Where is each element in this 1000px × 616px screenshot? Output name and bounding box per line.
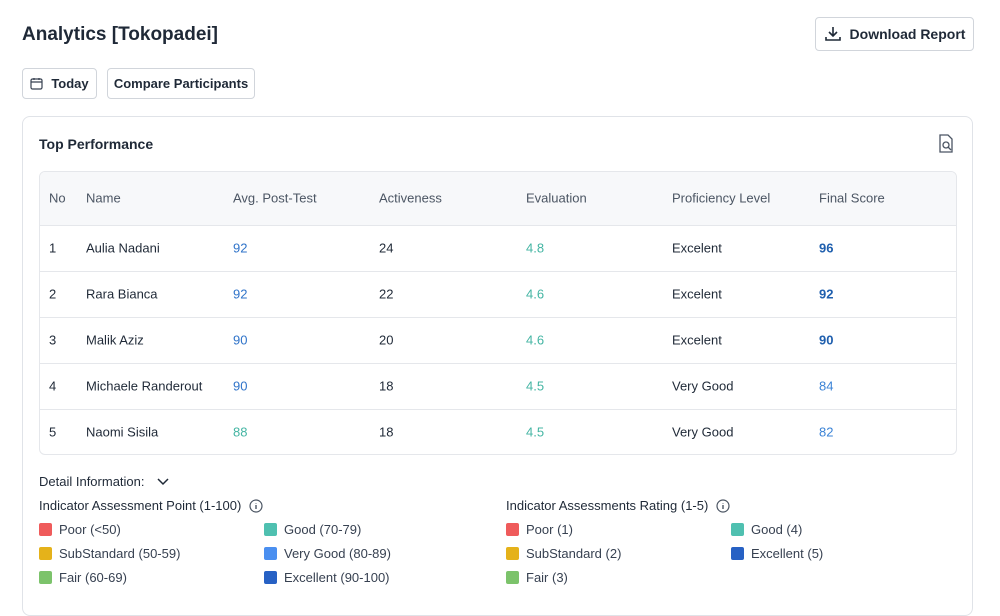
table-cell: 22	[379, 286, 394, 302]
table-cell: 4	[49, 378, 57, 394]
row-divider	[40, 409, 956, 410]
table-cell: Excelent	[672, 240, 722, 256]
today-label: Today	[51, 76, 89, 91]
table-cell: Excelent	[672, 286, 722, 302]
performance-table: No Name Avg. Post-Test Activeness Evaluation…	[39, 171, 957, 455]
legend-swatch	[731, 523, 744, 536]
detail-title: Detail Information:	[39, 474, 145, 489]
table-cell: Rara Bianca	[86, 286, 158, 302]
info-icon[interactable]	[249, 498, 263, 513]
detail-toggle[interactable]: Detail Information:	[39, 474, 169, 489]
card-title: Top Performance	[39, 136, 154, 152]
table-cell: Naomi Sisila	[86, 424, 159, 440]
column-header: Name	[86, 190, 121, 206]
table-cell: 92	[233, 240, 248, 256]
download-button[interactable]: Download Report	[815, 17, 974, 51]
table-cell: 4.6	[526, 286, 545, 302]
legend-label: Fair (3)	[526, 570, 568, 585]
chevron-icon	[156, 477, 169, 485]
table-cell: 1	[49, 240, 57, 256]
table-cell: Excelent	[672, 332, 722, 348]
table-cell: 24	[379, 240, 394, 256]
table-cell: 96	[819, 240, 834, 256]
legend-label: SubStandard (50-59)	[59, 546, 181, 561]
table-cell: 4.5	[526, 424, 545, 440]
column-header: Evaluation	[526, 190, 587, 206]
today-button[interactable]: Today	[22, 68, 97, 99]
legend-swatch	[506, 523, 519, 536]
group-title: Indicator Assessment Point (1-100)	[39, 498, 242, 513]
download-icon	[824, 27, 841, 41]
table-cell: 90	[819, 332, 834, 348]
table-header	[40, 172, 956, 226]
legend-label: Excellent (90-100)	[284, 570, 390, 585]
row-divider	[40, 317, 956, 318]
table-cell: 5	[49, 424, 57, 440]
performance-card: Top Performance No Name Avg. Post-Test Acti…	[22, 116, 973, 616]
legend-group-title: Indicator Assessment Point (1-100)	[39, 498, 263, 513]
legend-swatch	[39, 571, 52, 584]
column-header: Avg. Post-Test	[233, 190, 317, 206]
page-title: Analytics [Tokopadei]	[22, 24, 219, 45]
legend-label: Good (4)	[751, 522, 803, 537]
page: Analytics [Tokopadei] Download Report To…	[22, 17, 974, 616]
legend-swatch	[39, 523, 52, 536]
group-title: Indicator Assessments Rating (1-5)	[506, 498, 709, 513]
search-doc-icon[interactable]	[937, 134, 955, 154]
legend-label: Poor (1)	[526, 522, 573, 537]
table-cell: 18	[379, 424, 394, 440]
legend-label: Poor (<50)	[59, 522, 121, 537]
column-header: Activeness	[379, 190, 442, 206]
table-cell: Malik Aziz	[86, 332, 144, 348]
table-cell: 4.5	[526, 378, 545, 394]
column-header: Proficiency Level	[672, 190, 771, 206]
legend-swatch	[506, 571, 519, 584]
table-cell: 18	[379, 378, 394, 394]
table-cell: 2	[49, 286, 57, 302]
column-header: No	[49, 190, 66, 206]
row-divider	[40, 363, 956, 364]
table-cell: 88	[233, 424, 248, 440]
legend-swatch	[264, 571, 277, 584]
table-cell: 90	[233, 378, 248, 394]
legend-swatch	[264, 523, 277, 536]
table-cell: 20	[379, 332, 394, 348]
table-cell: Very Good	[672, 378, 734, 394]
legend-label: Very Good (80-89)	[284, 546, 391, 561]
table-cell: 3	[49, 332, 57, 348]
legend-group-title: Indicator Assessments Rating (1-5)	[506, 498, 730, 513]
legend-label: Fair (60-69)	[59, 570, 127, 585]
column-header: Final Score	[819, 190, 885, 206]
calendar-icon	[30, 78, 43, 90]
legend-swatch	[264, 547, 277, 560]
legend-label: Good (70-79)	[284, 522, 362, 537]
compare-button[interactable]: Compare Participants	[107, 68, 255, 99]
table-cell: 84	[819, 378, 834, 394]
table-cell: 4.8	[526, 240, 545, 256]
legend-swatch	[506, 547, 519, 560]
legend-swatch	[731, 547, 744, 560]
table-cell: 4.6	[526, 332, 545, 348]
legend-swatch	[39, 547, 52, 560]
table-cell: Michaele Randerout	[86, 378, 203, 394]
table-cell: 92	[819, 286, 834, 302]
legend-label: SubStandard (2)	[526, 546, 622, 561]
compare-label: Compare Participants	[113, 76, 249, 91]
legend-label: Excellent (5)	[751, 546, 824, 561]
table-cell: 90	[233, 332, 248, 348]
table-cell: 82	[819, 424, 834, 440]
table-cell: Very Good	[672, 424, 734, 440]
table-cell: Aulia Nadani	[86, 240, 160, 256]
row-divider	[40, 271, 956, 272]
info-icon[interactable]	[716, 498, 730, 513]
table-cell: 92	[233, 286, 248, 302]
download-label: Download Report	[849, 26, 966, 42]
